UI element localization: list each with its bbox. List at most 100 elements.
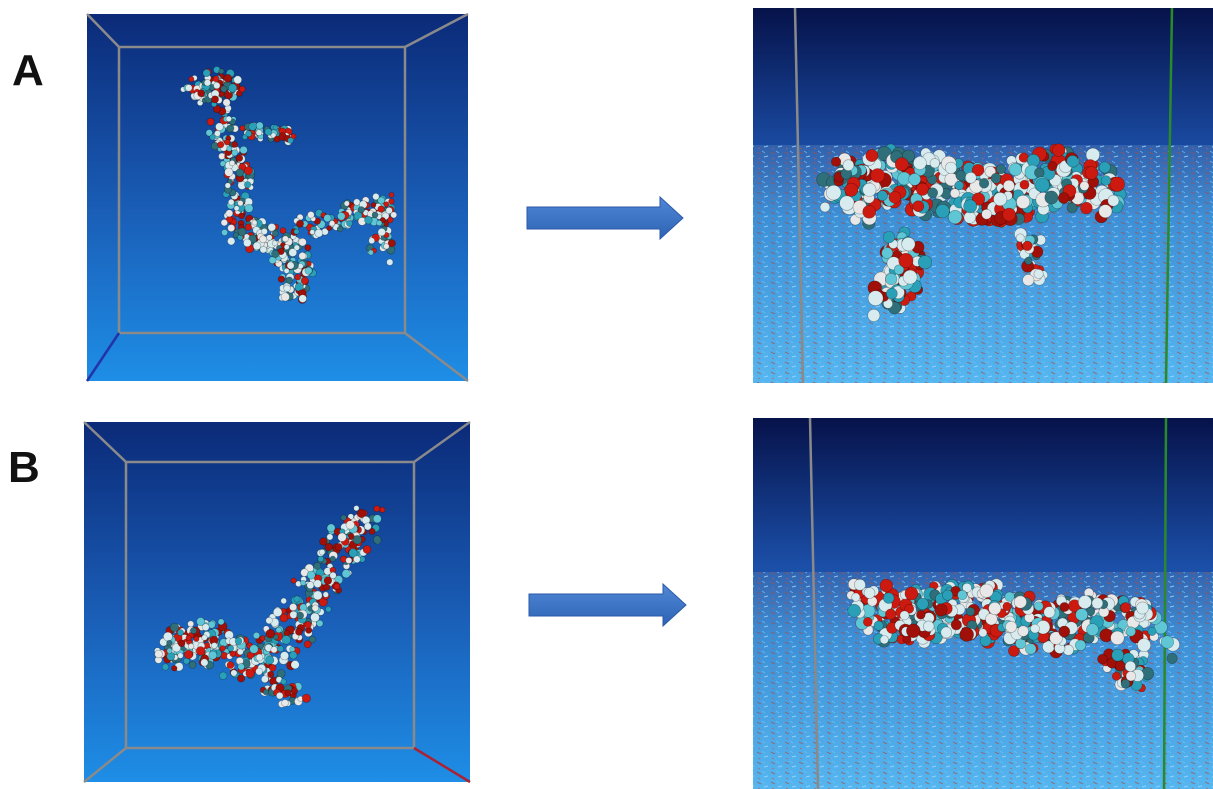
atom	[226, 116, 232, 122]
atom	[1034, 168, 1044, 178]
atom	[935, 604, 947, 616]
atom	[1111, 631, 1125, 645]
atom	[1121, 603, 1131, 613]
atom	[273, 125, 278, 130]
atom	[299, 238, 307, 246]
atom	[162, 664, 169, 671]
atom	[1112, 649, 1124, 661]
atom	[281, 293, 289, 301]
atom	[917, 598, 929, 610]
panel-label: A	[12, 46, 44, 95]
atom	[964, 200, 977, 213]
atom	[941, 627, 952, 638]
atom	[323, 592, 329, 598]
atom	[1025, 257, 1033, 265]
atom	[278, 276, 285, 283]
atom	[376, 220, 382, 226]
atom	[238, 663, 245, 670]
atom	[228, 645, 234, 651]
atom	[1052, 144, 1065, 157]
atom	[294, 229, 299, 234]
atom	[286, 277, 293, 284]
atom	[235, 638, 242, 645]
atom	[222, 229, 228, 235]
atom	[261, 228, 267, 234]
atom	[840, 196, 855, 211]
atom	[1075, 640, 1086, 651]
atom	[378, 197, 385, 204]
atom	[230, 651, 236, 657]
atom	[218, 619, 224, 625]
atom	[225, 140, 230, 145]
atom	[903, 270, 917, 284]
atom	[307, 571, 315, 579]
atom	[320, 538, 328, 546]
atom	[305, 621, 312, 628]
atom	[263, 689, 269, 695]
atom	[886, 273, 897, 284]
atom	[221, 86, 227, 92]
atom	[290, 651, 298, 659]
atom	[277, 646, 283, 652]
atom	[357, 509, 365, 517]
atom	[1006, 621, 1017, 632]
atom	[194, 636, 199, 641]
atom	[1108, 195, 1119, 206]
atom	[1148, 627, 1156, 635]
atom	[167, 648, 172, 653]
atom	[889, 191, 901, 203]
atom	[960, 628, 974, 642]
atom	[1003, 602, 1012, 611]
atom	[239, 213, 245, 219]
atom	[334, 583, 340, 589]
atom	[281, 598, 287, 604]
atom	[272, 241, 277, 246]
atom	[874, 621, 883, 630]
arrow	[527, 197, 683, 239]
atom	[317, 620, 324, 627]
atom	[820, 202, 830, 212]
atom	[389, 192, 394, 197]
atom	[1018, 626, 1029, 637]
atom	[237, 649, 243, 655]
atom	[948, 210, 962, 224]
atom	[951, 620, 961, 630]
atom	[238, 200, 244, 206]
atom	[958, 590, 968, 600]
atom	[368, 250, 373, 255]
atom	[256, 130, 262, 136]
atom	[294, 596, 300, 602]
atom	[232, 142, 238, 148]
atom	[877, 191, 887, 201]
atom	[930, 158, 940, 168]
atom	[238, 228, 246, 236]
atom	[863, 617, 872, 626]
atom	[945, 162, 956, 173]
atom	[1098, 654, 1108, 664]
atom	[1110, 177, 1125, 192]
atom	[188, 643, 194, 649]
atom	[880, 636, 888, 644]
atom	[284, 285, 291, 292]
atom	[272, 230, 278, 236]
atom	[826, 185, 841, 200]
atom	[226, 210, 233, 217]
atom	[1059, 626, 1070, 637]
atom	[338, 533, 347, 542]
atom	[966, 607, 975, 616]
atom	[272, 250, 280, 258]
atom	[227, 125, 234, 132]
atom	[1009, 163, 1022, 176]
atom	[313, 591, 322, 600]
atom	[296, 220, 303, 227]
atom	[266, 617, 273, 624]
atom	[227, 662, 234, 669]
atom	[256, 654, 263, 661]
atom	[213, 76, 219, 82]
atom	[327, 534, 333, 540]
atom	[219, 153, 226, 160]
atom	[266, 656, 274, 664]
atom	[1023, 274, 1034, 285]
atom	[289, 249, 297, 257]
atom	[219, 672, 227, 680]
